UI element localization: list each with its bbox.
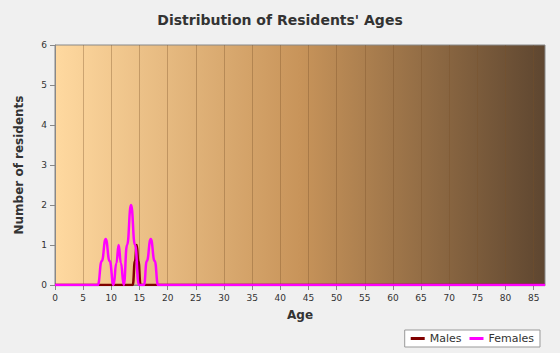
svg-text:80: 80: [500, 293, 512, 303]
svg-text:35: 35: [246, 293, 257, 303]
svg-text:0: 0: [52, 293, 58, 303]
svg-text:Females: Females: [488, 332, 534, 345]
svg-text:2: 2: [41, 200, 47, 210]
svg-text:55: 55: [359, 293, 370, 303]
svg-text:75: 75: [472, 293, 483, 303]
svg-text:4: 4: [41, 120, 47, 130]
svg-text:20: 20: [162, 293, 174, 303]
svg-text:30: 30: [218, 293, 230, 303]
svg-text:15: 15: [134, 293, 145, 303]
svg-text:65: 65: [415, 293, 426, 303]
svg-text:10: 10: [106, 293, 118, 303]
svg-text:85: 85: [528, 293, 539, 303]
svg-text:Age: Age: [287, 308, 313, 322]
svg-text:70: 70: [444, 293, 456, 303]
svg-text:Males: Males: [430, 332, 462, 345]
svg-text:40: 40: [275, 293, 287, 303]
svg-text:0: 0: [41, 280, 47, 290]
svg-text:25: 25: [190, 293, 201, 303]
svg-text:1: 1: [41, 240, 47, 250]
svg-text:5: 5: [41, 80, 47, 90]
svg-text:6: 6: [41, 40, 47, 50]
svg-text:3: 3: [41, 160, 47, 170]
svg-text:60: 60: [387, 293, 399, 303]
svg-text:50: 50: [331, 293, 343, 303]
svg-text:5: 5: [80, 293, 86, 303]
svg-text:Number of residents: Number of residents: [12, 95, 26, 234]
svg-text:45: 45: [303, 293, 314, 303]
svg-text:Distribution of Residents' Age: Distribution of Residents' Ages: [157, 12, 402, 28]
